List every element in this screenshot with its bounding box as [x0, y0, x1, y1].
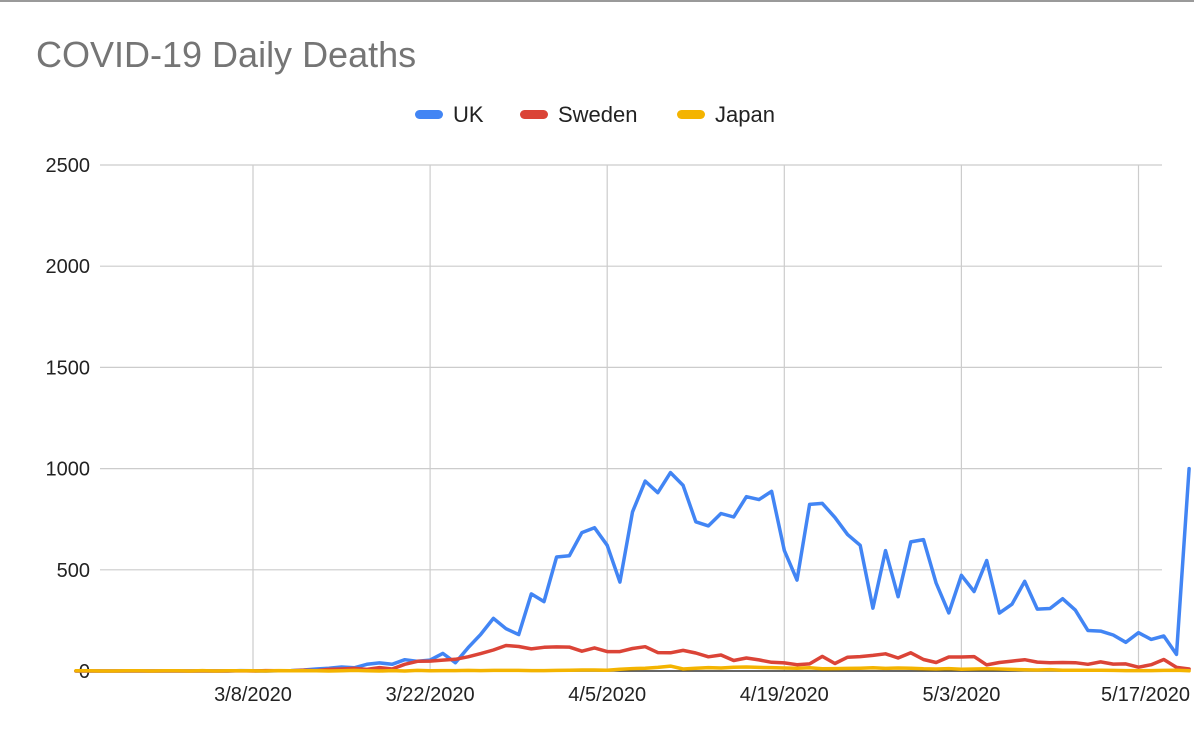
legend-swatch [677, 110, 705, 119]
legend-swatch [415, 110, 443, 119]
x-tick-label: 4/19/2020 [740, 684, 829, 706]
legend-label: Sweden [558, 102, 638, 127]
y-tick-label: 1500 [46, 357, 91, 379]
legend-label: Japan [715, 102, 775, 127]
top-border-line [0, 0, 1194, 2]
legend-item-japan: Japan [677, 102, 775, 127]
x-tick-label: 5/17/2020 [1101, 684, 1190, 706]
x-tick-label: 4/5/2020 [568, 684, 646, 706]
y-tick-label: 500 [57, 560, 90, 582]
y-tick-label: 2500 [46, 155, 91, 177]
y-tick-label: 2000 [46, 256, 91, 278]
x-tick-label: 3/8/2020 [214, 684, 292, 706]
legend-item-sweden: Sweden [520, 102, 638, 127]
legend: UK Sweden Japan [415, 102, 775, 127]
legend-label: UK [453, 102, 484, 127]
grid [100, 164, 1162, 671]
x-tick-label: 5/3/2020 [922, 684, 1000, 706]
chart-title: COVID-19 Daily Deaths [36, 34, 417, 75]
series-line-japan [74, 664, 1191, 673]
y-tick-label: 1000 [46, 459, 91, 481]
legend-item-uk: UK [415, 102, 484, 127]
legend-swatch [520, 110, 548, 119]
x-tick-label: 3/22/2020 [386, 684, 475, 706]
